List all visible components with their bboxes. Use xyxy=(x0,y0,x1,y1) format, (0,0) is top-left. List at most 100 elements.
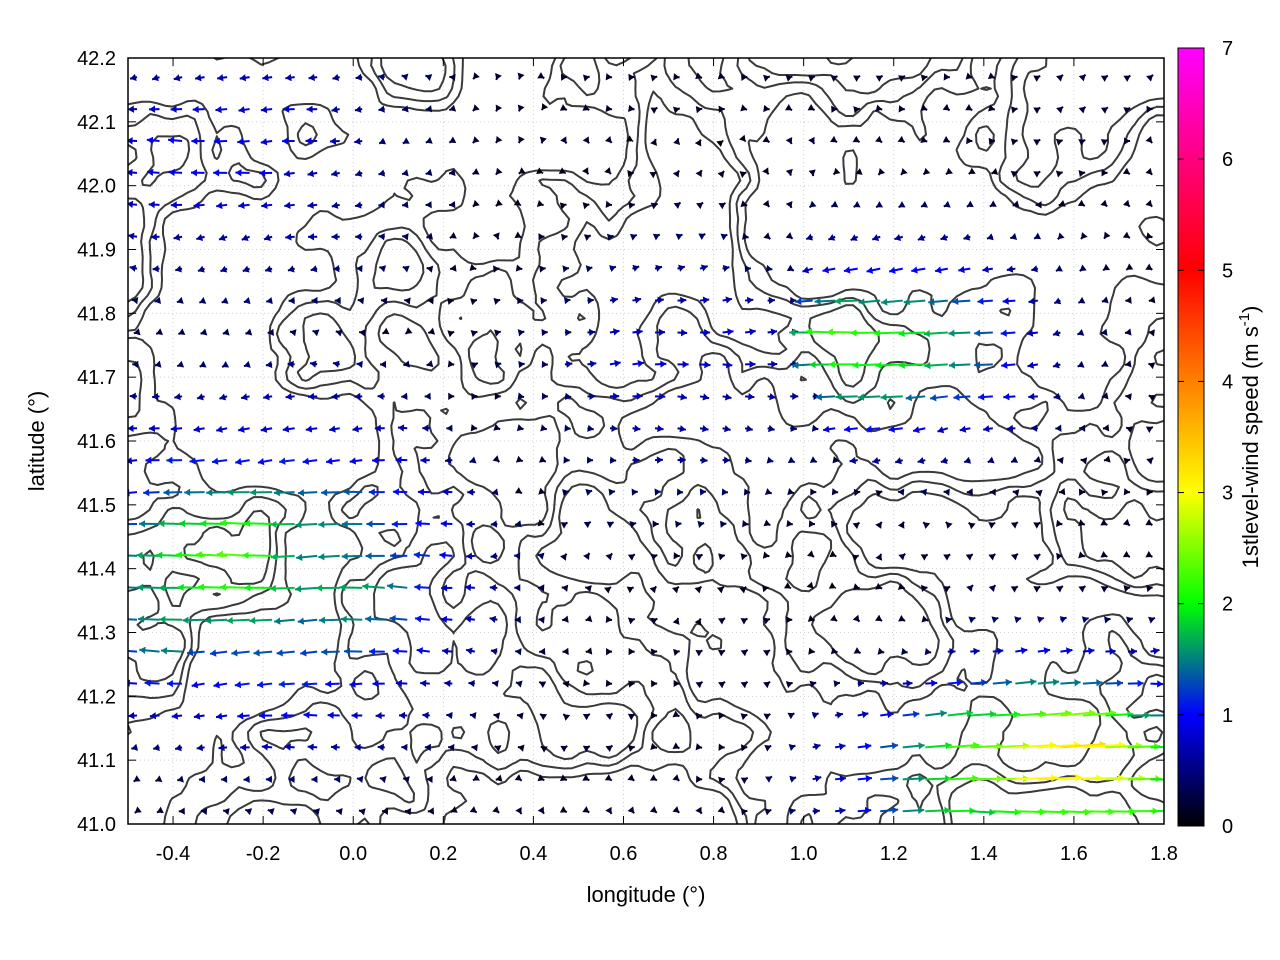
wind-vector-head xyxy=(168,168,175,177)
wind-vector xyxy=(808,74,816,82)
y-tick-label: 41.4 xyxy=(77,559,116,581)
wind-vector xyxy=(305,425,318,433)
wind-vector xyxy=(447,330,455,338)
wind-vector-head xyxy=(672,742,680,749)
x-tick-label: 0.0 xyxy=(339,843,367,865)
wind-vector-head xyxy=(991,167,999,175)
wind-vector xyxy=(492,680,499,688)
wind-vector-head xyxy=(717,171,725,178)
wind-vector-head xyxy=(134,806,142,813)
wind-vector-head xyxy=(626,586,634,594)
wind-vector xyxy=(401,743,408,752)
wind-vector-head xyxy=(880,393,887,401)
wind-vector-head xyxy=(651,680,658,688)
wind-vector xyxy=(560,745,568,753)
wind-vector xyxy=(741,232,749,240)
wind-vector-head xyxy=(809,456,817,463)
wind-vector-head xyxy=(878,168,886,175)
colorbar-tick-label: 1 xyxy=(1222,705,1233,727)
wind-vector-head xyxy=(426,360,434,368)
wind-vector xyxy=(718,202,726,210)
wind-vector xyxy=(447,297,454,305)
wind-vector xyxy=(341,520,363,528)
wind-vector-head xyxy=(650,742,658,751)
wind-vector xyxy=(1145,167,1153,176)
wind-vector-head xyxy=(1006,265,1014,273)
wind-vector-head xyxy=(609,456,617,464)
wind-vector xyxy=(541,360,548,369)
x-axis-label: longitude (°) xyxy=(587,882,706,907)
wind-vector xyxy=(898,614,906,622)
wind-vector-head xyxy=(740,200,748,208)
wind-vector xyxy=(740,808,748,816)
wind-vector xyxy=(785,232,794,240)
wind-vector-head xyxy=(413,551,421,559)
wind-vector xyxy=(128,489,138,497)
wind-vector xyxy=(835,743,846,751)
wind-vector xyxy=(494,329,502,337)
wind-vector-head xyxy=(1103,455,1111,463)
wind-vector-head xyxy=(517,744,525,752)
wind-vector xyxy=(787,712,795,720)
wind-vector-head xyxy=(676,488,684,496)
wind-vector xyxy=(894,457,904,465)
wind-vector-head xyxy=(920,488,928,496)
wind-vector xyxy=(219,393,228,401)
wind-vector xyxy=(440,615,453,624)
wind-vector xyxy=(318,616,340,624)
wind-vector-head xyxy=(336,808,343,816)
wind-vector-head xyxy=(1079,264,1087,272)
wind-vector xyxy=(335,329,343,337)
wind-vector xyxy=(537,806,545,815)
wind-vector-head xyxy=(785,200,793,208)
wind-vector xyxy=(308,392,318,401)
wind-vector-head xyxy=(1033,171,1041,178)
wind-vector-head xyxy=(704,361,711,369)
wind-vector-head xyxy=(582,136,590,144)
wind-vector xyxy=(805,233,814,241)
wind-vector-head xyxy=(158,584,165,592)
wind-vector-head xyxy=(343,488,350,496)
wind-vector-head xyxy=(988,553,996,561)
wind-vector-head xyxy=(977,297,984,305)
wind-vector xyxy=(875,135,883,144)
wind-vector xyxy=(198,775,206,783)
wind-vector-head xyxy=(426,775,433,784)
wind-vector xyxy=(965,103,973,112)
wind-vector xyxy=(401,73,409,81)
wind-vector xyxy=(966,200,974,208)
wind-vector xyxy=(587,392,596,400)
wind-vector xyxy=(134,806,142,814)
wind-vector-head xyxy=(221,775,228,783)
wind-vector-head xyxy=(1122,550,1130,558)
wind-vector-head xyxy=(1100,139,1108,146)
wind-vector xyxy=(237,137,250,146)
wind-vector-head xyxy=(855,168,863,175)
wind-vector xyxy=(493,423,501,431)
wind-vector-head xyxy=(284,743,291,751)
wind-vector-head xyxy=(850,234,858,241)
wind-vector-head xyxy=(307,169,315,178)
wind-vector-head xyxy=(514,584,521,592)
wind-vector xyxy=(159,615,183,624)
wind-vector xyxy=(958,265,971,274)
wind-vector xyxy=(814,297,836,305)
wind-vector-head xyxy=(395,456,402,464)
wind-vector xyxy=(696,201,704,210)
wind-vector-head xyxy=(1010,170,1018,178)
wind-vector-head xyxy=(331,105,339,114)
wind-vector-head xyxy=(762,135,770,143)
wind-vector-head xyxy=(321,488,328,497)
wind-vector xyxy=(515,680,523,688)
wind-vector xyxy=(403,360,410,368)
wind-vector xyxy=(198,297,207,304)
wind-vector xyxy=(174,393,183,401)
wind-vector xyxy=(1103,231,1111,240)
wind-vector-head xyxy=(881,298,888,306)
y-tick-label: 41.2 xyxy=(77,686,116,708)
wind-vector xyxy=(978,393,993,401)
wind-vector xyxy=(722,264,730,273)
wind-vector-head xyxy=(1109,647,1116,656)
wind-vector xyxy=(166,456,183,464)
wind-vector-head xyxy=(626,135,634,142)
